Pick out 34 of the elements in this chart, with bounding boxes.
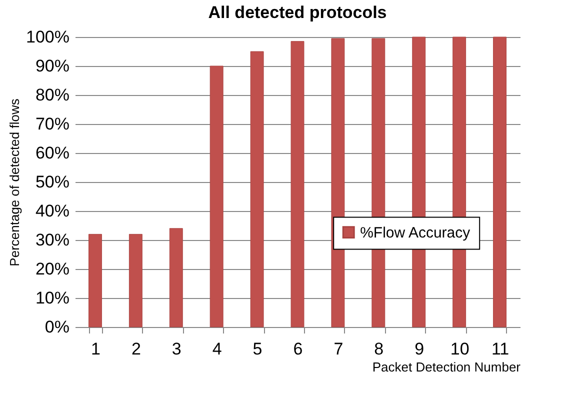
x-tick-label: 4 xyxy=(212,340,222,358)
y-tick-label: 80% xyxy=(35,86,70,104)
bar xyxy=(128,234,142,328)
y-tick-label: 10% xyxy=(35,288,70,308)
y-tick-label: 100% xyxy=(26,28,70,46)
x-tick-label: 10 xyxy=(450,340,470,358)
x-tick-label: 5 xyxy=(252,340,262,358)
bar xyxy=(290,41,304,328)
y-axis-title: Percentage of detected flows xyxy=(7,98,22,266)
y-tick-label: 0% xyxy=(44,318,70,336)
bar xyxy=(88,234,102,328)
x-tick-label: 3 xyxy=(172,340,182,358)
x-axis-title: Packet Detection Number xyxy=(372,360,522,374)
y-tick-label: 30% xyxy=(35,230,70,250)
x-tick-label: 2 xyxy=(131,340,141,358)
y-tick-label: 40% xyxy=(35,202,70,220)
x-tick-label: 9 xyxy=(414,340,424,358)
y-tick-label: 20% xyxy=(35,260,70,278)
bar xyxy=(331,38,345,328)
x-tick-label: 1 xyxy=(90,340,100,358)
chart-title: All detected protocols xyxy=(208,3,387,22)
bar xyxy=(493,36,506,328)
bar xyxy=(169,228,183,328)
y-tick-label: 50% xyxy=(35,172,70,192)
bar xyxy=(250,51,264,328)
x-tick-label: 7 xyxy=(334,340,344,358)
bar xyxy=(210,66,224,328)
x-tick-label: 6 xyxy=(293,340,303,358)
x-tick-label: 11 xyxy=(491,340,510,358)
x-tick-label: 8 xyxy=(374,340,384,358)
y-tick-label: 70% xyxy=(35,114,70,134)
y-tick-label: 90% xyxy=(35,56,70,76)
legend-label: %Flow Accuracy xyxy=(360,224,471,242)
y-tick-label: 60% xyxy=(35,144,70,162)
